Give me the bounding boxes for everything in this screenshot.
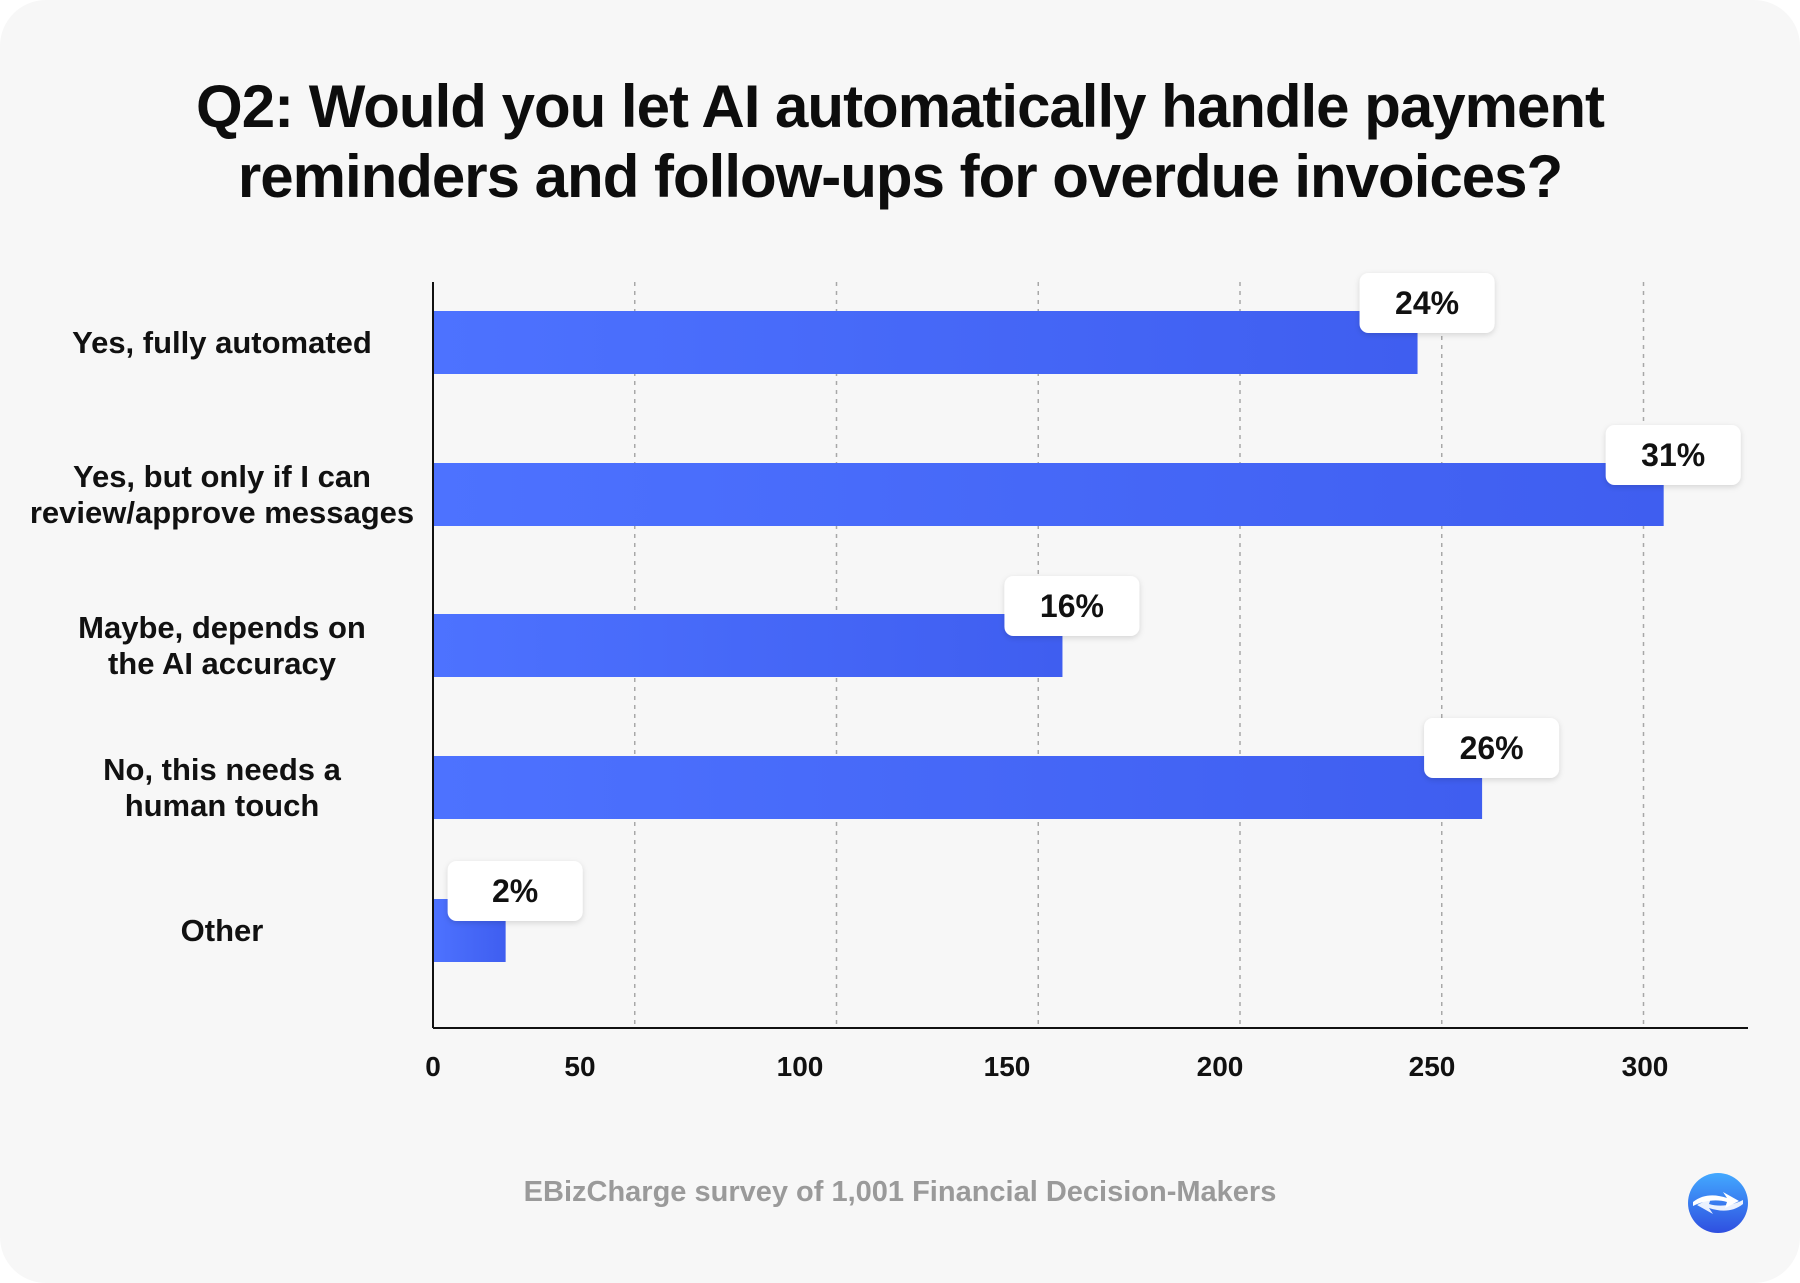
category-label-line: human touch xyxy=(124,787,320,823)
chart-title-line-1: Q2: Would you let AI automatically handl… xyxy=(196,73,1605,140)
footer-source: EBizCharge survey of 1,001 Financial Dec… xyxy=(523,1176,1277,1208)
category-label-0: Yes, fully automated xyxy=(7,325,437,361)
x-tick-label-150: 150 xyxy=(984,1051,1031,1082)
ebizcharge-logo-icon xyxy=(1688,1173,1748,1233)
x-tick-label-250: 250 xyxy=(1409,1051,1456,1082)
data-label-text: 26% xyxy=(1460,730,1524,766)
chart-title: Q2: Would you let AI automatically handl… xyxy=(100,72,1700,212)
x-tick-label-50: 50 xyxy=(564,1051,595,1082)
x-tick-label-100: 100 xyxy=(777,1051,824,1082)
data-label-box xyxy=(1424,718,1560,778)
x-tick-label-200: 200 xyxy=(1197,1051,1244,1082)
data-labels: 24% 31% 16% 26% 2% xyxy=(447,273,1741,921)
category-label-line: the AI accuracy xyxy=(107,645,337,681)
x-tick-labels: 0 50 100 150 200 250 300 xyxy=(425,1051,1668,1082)
category-label-line: Yes, but only if I can xyxy=(72,458,371,494)
data-label-text: 24% xyxy=(1395,285,1459,321)
data-label-text: 31% xyxy=(1641,437,1705,473)
category-label-4: Other xyxy=(7,913,437,949)
category-label-line: Yes, fully automated xyxy=(72,324,372,360)
x-tick-label-0: 0 xyxy=(425,1051,441,1082)
category-label-line: Other xyxy=(180,912,264,948)
data-label-4: 2% xyxy=(447,861,583,921)
bar-2 xyxy=(433,614,1063,677)
category-label-1: Yes, but only if I can review/approve mes… xyxy=(7,459,437,531)
data-label-box xyxy=(1359,273,1495,333)
bar-1 xyxy=(433,463,1664,526)
data-label-box xyxy=(1605,425,1741,485)
data-label-text: 2% xyxy=(492,873,538,909)
data-label-box xyxy=(1004,576,1140,636)
category-label-line: Maybe, depends on xyxy=(78,609,366,645)
data-label-text: 16% xyxy=(1040,588,1104,624)
data-label-2: 16% xyxy=(1004,576,1140,636)
category-label-2: Maybe, depends on the AI accuracy xyxy=(7,610,437,682)
chart-title-line-2: reminders and follow-ups for overdue inv… xyxy=(237,143,1563,210)
bar-0 xyxy=(433,311,1418,374)
data-label-3: 26% xyxy=(1424,718,1560,778)
axes xyxy=(432,282,1748,1029)
category-label-line: No, this needs a xyxy=(103,751,341,787)
data-label-1: 31% xyxy=(1605,425,1741,485)
bar-3 xyxy=(433,756,1483,819)
x-tick-label-300: 300 xyxy=(1622,1051,1669,1082)
bars xyxy=(433,311,1664,962)
category-label-line: review/approve messages xyxy=(29,494,415,530)
category-label-3: No, this needs a human touch xyxy=(7,752,437,824)
data-label-box xyxy=(447,861,583,921)
data-label-0: 24% xyxy=(1359,273,1495,333)
